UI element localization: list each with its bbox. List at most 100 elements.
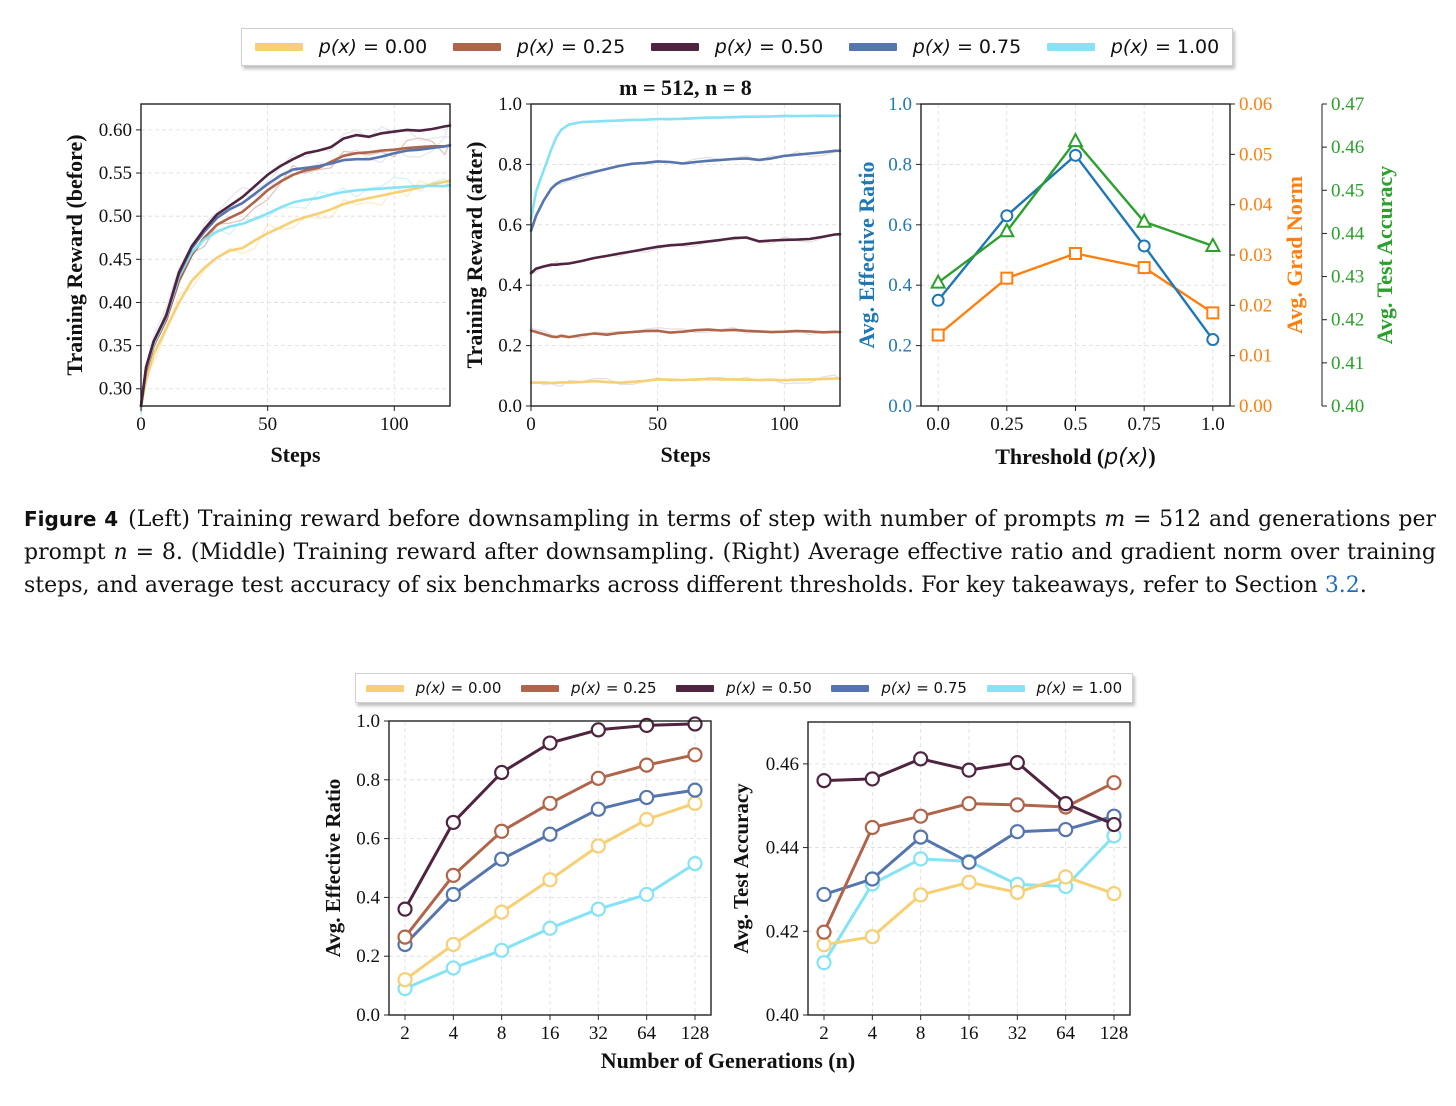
data-point-circle bbox=[445, 960, 461, 976]
data-point-circle bbox=[445, 936, 461, 953]
y-axis-label: Training Reward (before) bbox=[62, 134, 87, 375]
data-point-circle bbox=[961, 762, 977, 778]
data-point-circle bbox=[639, 757, 655, 773]
y-tick-label: 0.6 bbox=[356, 829, 380, 850]
data-point-circle bbox=[494, 823, 510, 839]
data-point-circle bbox=[864, 929, 880, 945]
legend-swatch bbox=[831, 684, 870, 692]
series-line-050 bbox=[139, 124, 452, 408]
legend-item-p000: p(x) = 0.00 bbox=[254, 36, 427, 58]
legend-item-p100: p(x) = 1.00 bbox=[986, 679, 1123, 697]
y-tick-label: 0.8 bbox=[498, 154, 522, 175]
data-point-circle bbox=[816, 924, 832, 940]
legend-swatch bbox=[650, 43, 699, 51]
data-point-circle bbox=[1106, 816, 1122, 833]
series-line-025 bbox=[139, 144, 452, 408]
y-tick-label: 0.8 bbox=[356, 770, 380, 791]
data-point-circle bbox=[590, 801, 606, 817]
legend-item-p050: p(x) = 0.50 bbox=[676, 679, 812, 697]
series-line-100 bbox=[529, 114, 842, 221]
data-point-circle bbox=[542, 920, 558, 936]
y-tick-label: 0.4 bbox=[356, 887, 380, 908]
x-tick-label: 0 bbox=[136, 414, 146, 435]
legend-item-p000: p(x) = 0.00 bbox=[365, 679, 501, 697]
data-point-circle bbox=[816, 772, 832, 789]
x-tick-label: 0.0 bbox=[926, 414, 950, 435]
y-tick-label: 0.44 bbox=[766, 838, 800, 859]
data-point-triangle bbox=[1067, 132, 1084, 148]
y-tick-label: 0.60 bbox=[99, 120, 132, 141]
x-tick-label: 2 bbox=[400, 1023, 410, 1044]
chart-test-accuracy-vs-generations: 2 4 8 16 32 64 128 0.40 0.42 0.44 0.46 Avg. Test Ac… bbox=[729, 721, 1131, 1044]
x-tick-label: 50 bbox=[258, 414, 277, 435]
data-point-circle bbox=[590, 770, 606, 786]
data-point-circle bbox=[687, 795, 703, 811]
data-point-circle bbox=[590, 901, 606, 917]
series-line-000 bbox=[529, 377, 842, 385]
legend-item-p025: p(x) = 0.25 bbox=[520, 679, 657, 697]
y-tick-label: 0.05 bbox=[1239, 144, 1272, 165]
legend-label: p(x) = 0.50 bbox=[714, 36, 824, 58]
legend-label: p(x) = 1.00 bbox=[1036, 679, 1123, 697]
data-point-circle bbox=[931, 293, 945, 307]
y-tick-label: 0.46 bbox=[766, 754, 799, 775]
legend-swatch bbox=[676, 684, 715, 692]
series-raw-trace bbox=[530, 114, 841, 221]
data-point-circle bbox=[494, 942, 510, 958]
y-axis-label: Avg. Grad Norm bbox=[1282, 176, 1307, 334]
x-axis-label: Steps bbox=[660, 442, 711, 467]
y-tick-label: 0.00 bbox=[1239, 396, 1272, 417]
data-point-circle bbox=[445, 867, 461, 883]
y-tick-label: 0.4 bbox=[888, 275, 912, 296]
caption-text: = 8. (Middle) Training reward after down… bbox=[24, 540, 1436, 598]
section-reference-link[interactable]: 3.2 bbox=[1324, 573, 1360, 598]
y-tick-label: 0.40 bbox=[99, 292, 132, 313]
series-raw-trace bbox=[140, 176, 451, 417]
caption-text: (Left) Training reward before downsampli… bbox=[128, 507, 1105, 532]
series-line-025 bbox=[403, 753, 697, 939]
y-tick-label: 0.47 bbox=[1331, 94, 1364, 115]
y-tick-label: 0.55 bbox=[99, 163, 132, 184]
data-point-circle bbox=[1058, 796, 1074, 812]
legend-swatch bbox=[365, 684, 404, 692]
y-tick-label: 0.45 bbox=[1331, 180, 1364, 201]
y-tick-label: 0.06 bbox=[1239, 94, 1272, 115]
x-tick-label: 100 bbox=[380, 414, 409, 435]
data-point-circle bbox=[816, 886, 832, 903]
y-tick-label: 0.0 bbox=[498, 396, 522, 417]
series-line-050 bbox=[529, 232, 842, 275]
legend-label: p(x) = 0.75 bbox=[881, 679, 967, 697]
y-tick-label: 0.4 bbox=[498, 275, 522, 296]
legend-swatch bbox=[986, 684, 1025, 692]
x-tick-label: 16 bbox=[541, 1023, 560, 1044]
legend-item-p025: p(x) = 0.25 bbox=[452, 36, 625, 58]
y-tick-label: 0.6 bbox=[888, 215, 912, 236]
data-point-triangle bbox=[1204, 236, 1222, 252]
x-axis-label: Number of Generations (n) bbox=[601, 1048, 855, 1073]
y-tick-label: 0.44 bbox=[1331, 223, 1365, 244]
data-point-circle bbox=[494, 904, 510, 920]
data-point-circle bbox=[1206, 333, 1220, 347]
data-point-circle bbox=[816, 955, 832, 971]
legend-swatch bbox=[452, 43, 501, 51]
data-point-circle bbox=[494, 851, 510, 867]
x-tick-label: 0.25 bbox=[990, 414, 1023, 435]
data-point-circle bbox=[961, 854, 977, 870]
x-tick-label: 128 bbox=[1100, 1023, 1129, 1044]
data-point-triangle bbox=[929, 273, 947, 289]
caption-var-m: m bbox=[1104, 507, 1126, 532]
x-tick-label: 0.75 bbox=[1128, 414, 1161, 435]
y-tick-label: 0.03 bbox=[1239, 245, 1272, 266]
chart-effective-ratio-vs-generations: 2 4 8 16 32 64 128 0.0 0.2 0.4 0.6 0.8 1.0 Avg. Effec… bbox=[321, 711, 712, 1044]
legend-label: p(x) = 1.00 bbox=[1110, 36, 1220, 58]
y-axis-label: Avg. Test Accuracy bbox=[729, 783, 753, 954]
data-point-square bbox=[1000, 271, 1014, 285]
figure-label: Figure 4 bbox=[24, 507, 119, 531]
chart-threshold-metrics: 0.0 0.25 0.5 0.75 1.0 0.0 0.2 0.4 0.6 0.8 1.0 Avg. … bbox=[854, 94, 1397, 470]
y-tick-label: 0.8 bbox=[888, 154, 912, 175]
legend-top: p(x) = 0.00 p(x) = 0.25 p(x) = 0.50 p(x)… bbox=[241, 28, 1233, 66]
chart-training-reward-before: 0 50 100 0.30 0.35 0.40 0.45 0.50 0.55 0.60 Traini… bbox=[62, 103, 452, 467]
caption-text: . bbox=[1359, 573, 1367, 598]
data-point-circle bbox=[1106, 775, 1122, 791]
